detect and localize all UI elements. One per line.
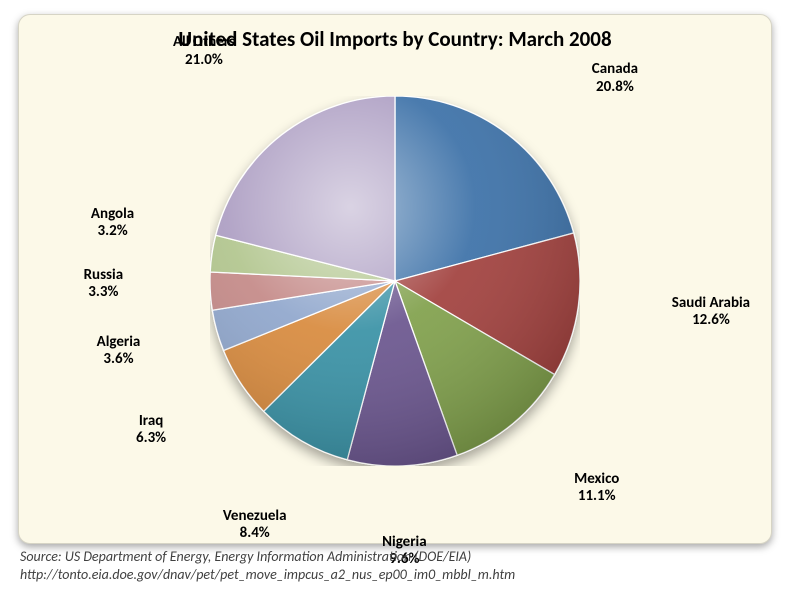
chart-card: United States Oil Imports by Country: Ma… [18,14,772,544]
slice-label: Venezuela8.4% [223,508,287,543]
source-line-2: http://tonto.eia.doe.gov/dnav/pet/pet_mo… [20,566,515,584]
slice-label: Algeria3.6% [97,334,141,369]
slice-label-name: Russia [84,266,124,283]
slice-label-name: Venezuela [223,508,287,525]
slice-label: Russia3.3% [84,266,124,301]
slice-label-name: Angola [91,206,134,223]
pie-svg [210,96,580,466]
pie-chart: Canada20.8%Saudi Arabia12.6%Mexico11.1%N… [210,96,580,466]
slice-label-value: 12.6% [672,312,750,329]
slice-label-name: Algeria [97,334,141,351]
slice-label-name: Canada [592,61,638,78]
slice-label-value: 3.2% [91,223,134,240]
source-line-1: Source: US Department of Energy, Energy … [20,548,515,566]
slice-label: Mexico11.1% [574,471,619,506]
slice-label-value: 3.6% [97,351,141,368]
slice-label-value: 8.4% [223,525,287,542]
slice-label: Iraq6.3% [136,412,166,447]
source-citation: Source: US Department of Energy, Energy … [20,548,515,584]
slice-label-name: Mexico [574,471,619,488]
slice-label-value: 20.8% [592,78,638,95]
slice-label-name: Saudi Arabia [672,294,750,311]
slice-label-value: 6.3% [136,430,166,447]
slice-label-value: 21.0% [173,51,235,68]
slice-label-value: 11.1% [574,488,619,505]
slice-label: All Others21.0% [173,34,235,69]
slice-label-name: Iraq [136,412,166,429]
slice-label: Saudi Arabia12.6% [672,294,750,329]
slice-label: Angola3.2% [91,206,134,241]
slice-label: Canada20.8% [592,61,638,96]
chart-title: United States Oil Imports by Country: Ma… [18,26,772,52]
slice-label-value: 3.3% [84,284,124,301]
slice-label-name: All Others [173,34,235,51]
